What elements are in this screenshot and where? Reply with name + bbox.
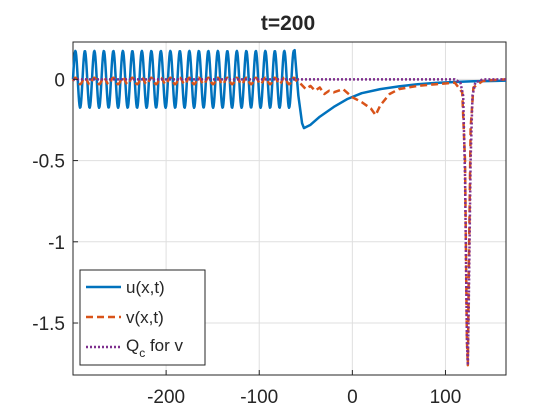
legend-label-v: v(x,t) [126,308,164,327]
plot-area-frame [72,41,507,376]
legend-label-q-sub: c [139,346,145,360]
x-tick-label: -100 [240,387,278,408]
x-tick-label: -200 [147,387,185,408]
y-tick-label: -1 [48,233,65,254]
x-tick-label: 100 [430,387,462,408]
y-tick-label: -1.5 [32,314,65,335]
legend-label-q-main: Q [126,336,139,355]
y-tick-label: -0.5 [32,152,65,173]
series-v-line [71,76,507,367]
y-tick-label: 0 [54,70,65,91]
series-q-line [73,78,506,367]
legend-label-u: u(x,t) [126,278,165,297]
x-tick-label: 0 [347,387,358,408]
legend-label-q: Qc for v [126,336,184,360]
series-u-line [71,48,507,130]
series-layer [71,48,507,367]
legend-label-q-rest: for v [145,336,183,355]
ticks: -200 -100 0 100 0 -0.5 -1 -1.5 [32,70,461,408]
legend: u(x,t) v(x,t) Qc for v [79,269,206,366]
chart-title: t=200 [261,12,315,35]
